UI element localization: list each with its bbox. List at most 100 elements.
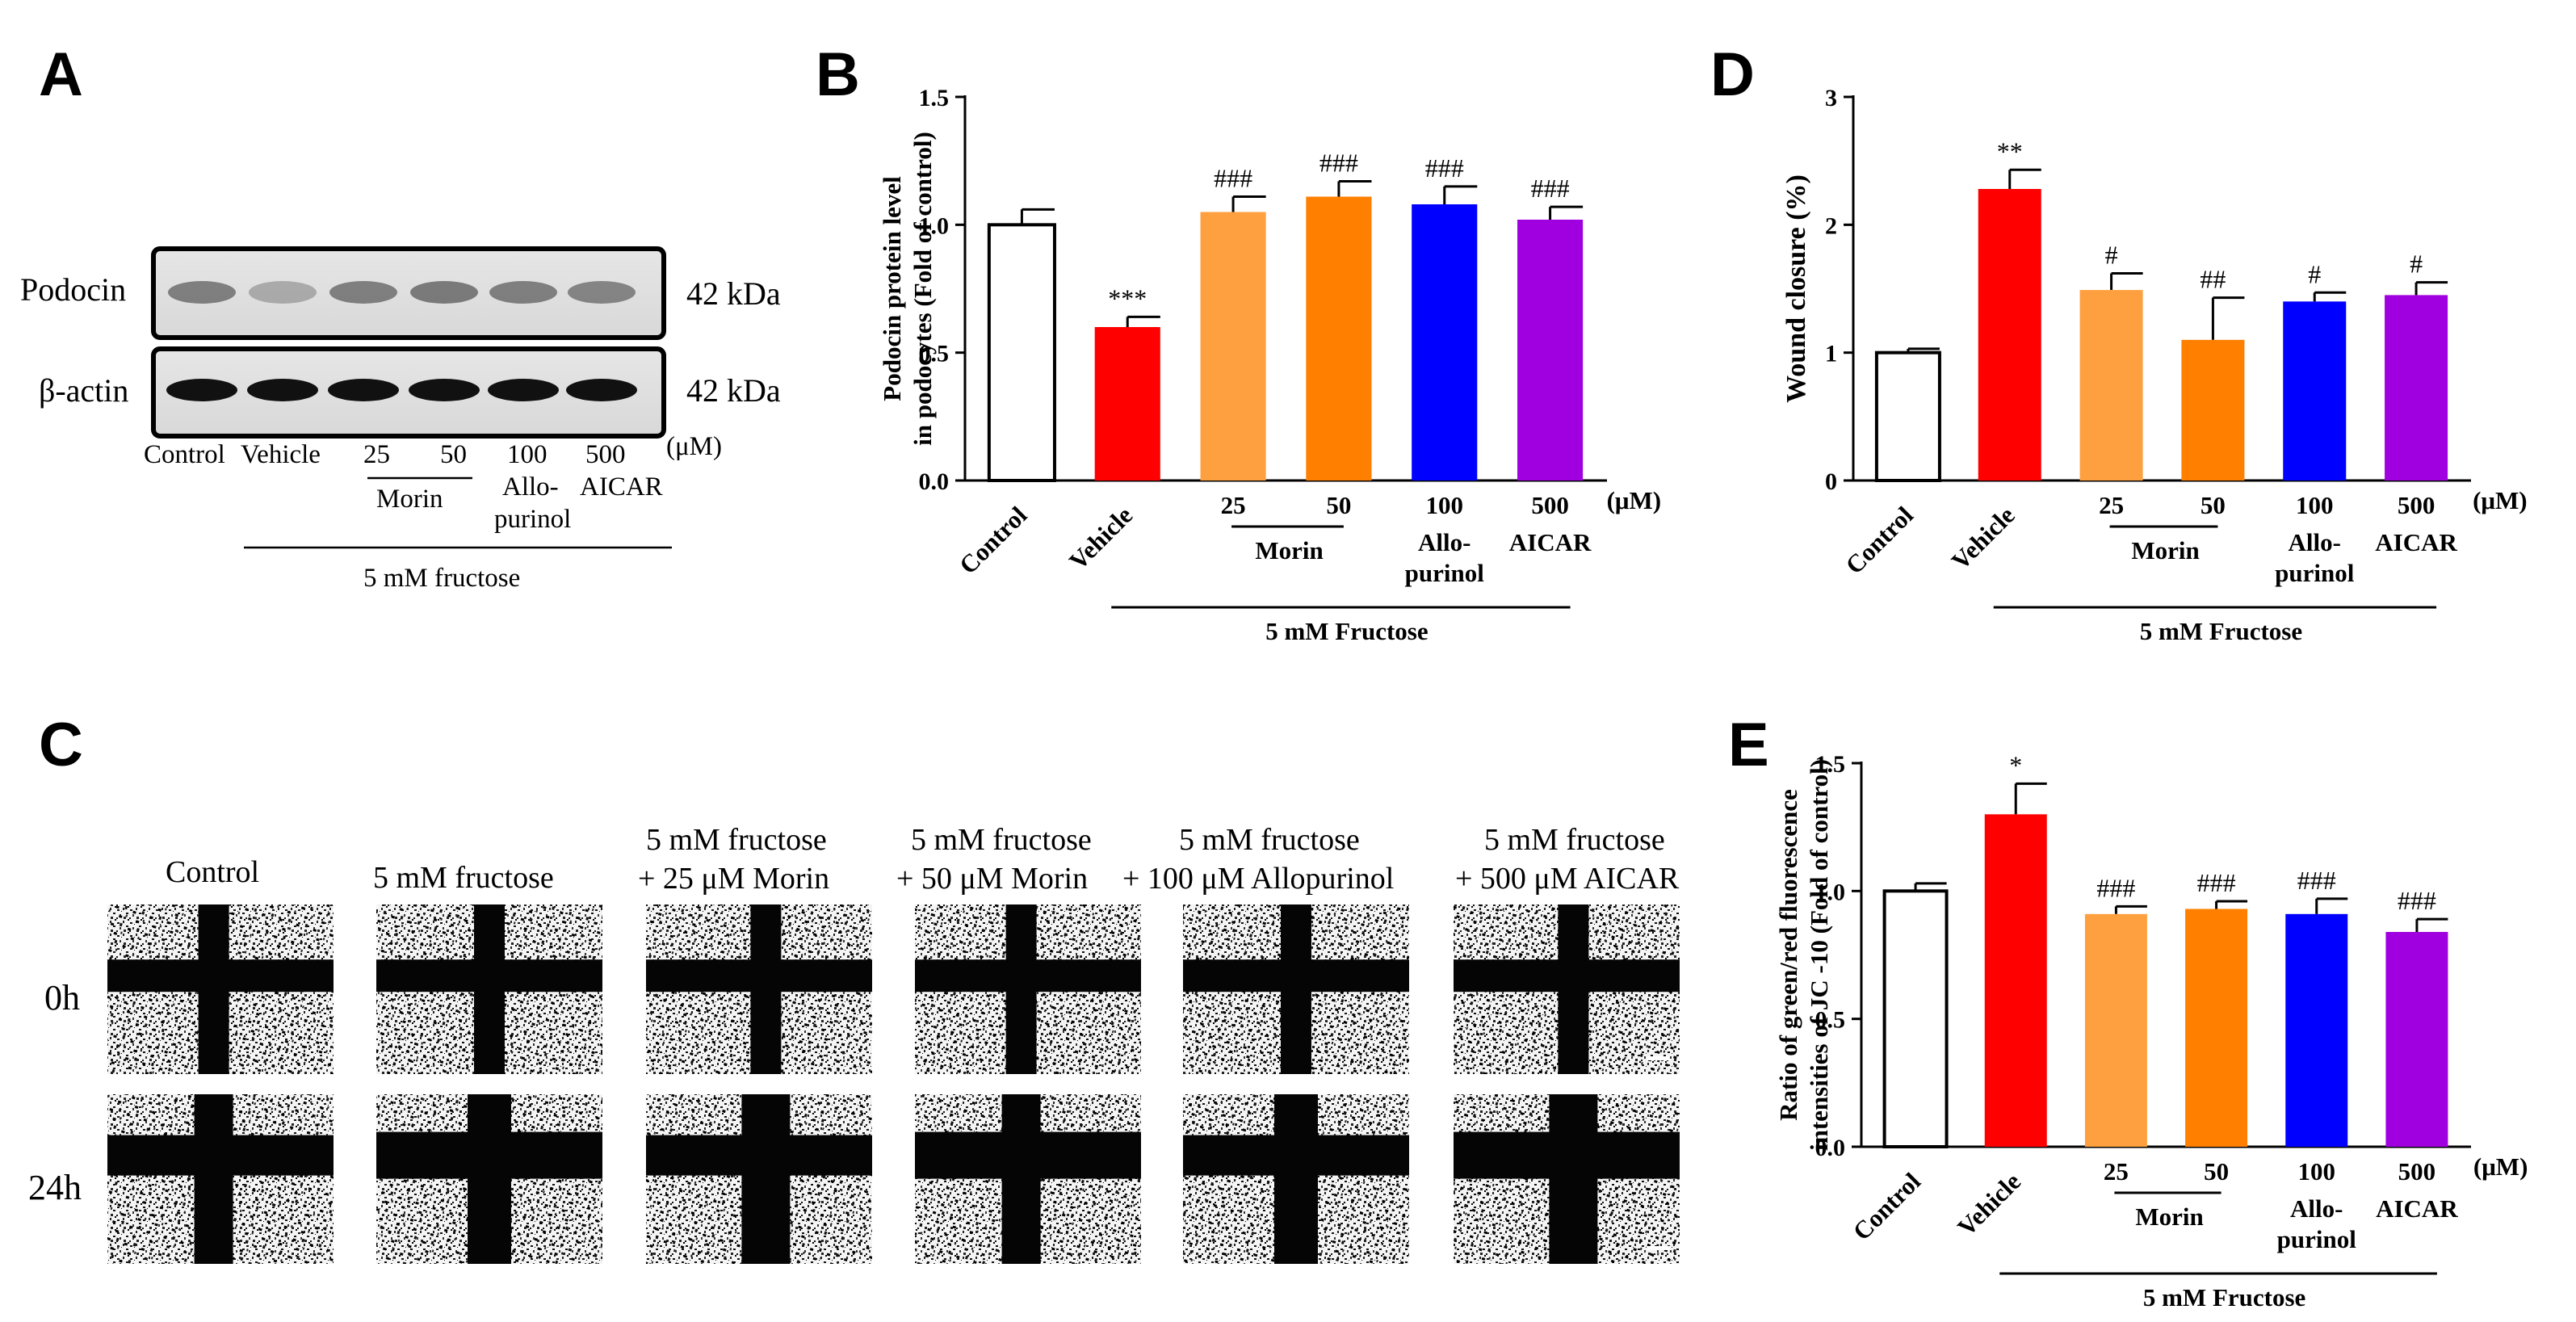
y-tick-label: 0.5: [919, 341, 950, 367]
blot-row-label-actin: β-actin: [39, 372, 129, 409]
allo-group-label-2: purinol: [2275, 559, 2355, 587]
allo-group-label-2: purinol: [1405, 559, 1485, 587]
x-category-label: Control: [954, 501, 1033, 580]
x-category-label: 50: [2201, 491, 2226, 519]
y-tick-label: 1.5: [919, 85, 950, 111]
blot-lane-label: 50: [440, 440, 467, 469]
aicar-group-label: AICAR: [1509, 528, 1592, 556]
significance-label: ###: [1214, 164, 1252, 193]
scratch-horizontal: [915, 959, 1141, 993]
x-category-label: 100: [1426, 491, 1464, 519]
significance-label: ###: [2297, 866, 2336, 895]
morin-group-label: Morin: [1255, 536, 1323, 564]
bar: [2181, 339, 2245, 481]
blot-aicar-label: AICAR: [580, 472, 663, 502]
x-category-label: Control: [1848, 1167, 1927, 1246]
x-unit-label: (μM): [2473, 1152, 2528, 1181]
bar: [2185, 909, 2248, 1147]
y-axis-label-line2: intensities of JC -10 (Fold of control): [1805, 759, 1833, 1151]
bar: [987, 223, 1056, 482]
x-category-label: 100: [2296, 491, 2334, 519]
fructose-group-label: 5 mM Fructose: [1265, 617, 1428, 645]
x-category-label: 25: [2099, 491, 2124, 519]
morin-group-label: Morin: [2135, 1202, 2203, 1231]
y-axis-label-line1: Ratio of green/red fluorescence: [1774, 789, 1802, 1121]
bar: [2079, 290, 2143, 481]
scale-bar: [1647, 1246, 1670, 1250]
y-tick-label: 1.5: [1815, 751, 1846, 778]
y-tick-label: 1.0: [919, 212, 950, 239]
morin-group-label: Morin: [2131, 536, 2199, 564]
y-tick-label: 0.5: [1815, 1007, 1846, 1034]
wound-image: [376, 1094, 602, 1264]
y-tick-label: 0.0: [919, 468, 950, 495]
x-unit-label: (μM): [2473, 486, 2527, 514]
significance-label: ###: [2096, 873, 2135, 902]
aicar-group-label: AICAR: [2376, 1194, 2458, 1223]
wound-condition-morin50-line1: 5 mM fructose: [911, 823, 1092, 857]
podocin-band: [489, 281, 557, 304]
panel-b-label: B: [816, 40, 860, 109]
scratch-vertical: [1274, 1094, 1318, 1264]
scratch-vertical: [1001, 1094, 1041, 1264]
wound-condition-control: Control: [166, 855, 260, 889]
scratch-horizontal: [646, 959, 872, 993]
blot-lane-label: 100: [507, 440, 548, 469]
x-category-label: 500: [2398, 491, 2435, 519]
significance-label: ##: [2200, 265, 2226, 294]
blot-lane-label: 25: [363, 440, 390, 469]
scratch-vertical: [741, 1094, 791, 1264]
scratch-horizontal: [376, 959, 602, 993]
wound-image: [646, 1094, 872, 1264]
wound-image: [376, 904, 602, 1074]
significance-label: ###: [2398, 886, 2436, 915]
bar: [1200, 212, 1266, 481]
x-category-label: 25: [2104, 1157, 2129, 1186]
blot-morin-label: Morin: [376, 485, 443, 514]
bar: [1306, 196, 1372, 481]
actin-band: [409, 379, 480, 401]
podocin-band: [410, 281, 478, 304]
podocin-band: [568, 281, 636, 304]
allo-group-label-1: Allo-: [2290, 1194, 2343, 1223]
podocin-band: [329, 281, 397, 304]
blot-lane-label: Control: [144, 440, 225, 469]
blot-unit-label: (μM): [666, 432, 723, 461]
x-category-label: 50: [2204, 1157, 2229, 1186]
wound-condition-aicar-line2: + 500 μM AICAR: [1455, 862, 1680, 896]
actin-band: [328, 379, 399, 401]
wound-condition-fructose: 5 mM fructose: [373, 861, 554, 895]
wound-image: [915, 1094, 1141, 1264]
bar: [1517, 220, 1584, 481]
podocin-blot-frame: [151, 246, 666, 340]
y-tick-label: 0: [1825, 468, 1837, 495]
wound-condition-morin25-line1: 5 mM fructose: [646, 823, 827, 857]
y-tick-label: 1.0: [1815, 879, 1846, 905]
bar: [1978, 189, 2041, 481]
x-category-label: Vehicle: [1064, 501, 1138, 575]
scratch-horizontal: [915, 1131, 1141, 1179]
wound-image: [1454, 904, 1680, 1074]
bar: [1984, 814, 2047, 1147]
panel-a-label: A: [39, 40, 83, 109]
chart-e-jc10-ratio: 0.0 0.5 1.0 1.5 Ratio of green/red fluoresce…: [1774, 750, 2528, 1312]
timepoint-label-24h: 24h: [28, 1168, 82, 1207]
significance-label: #: [2410, 250, 2423, 279]
significance-label: ###: [1319, 149, 1358, 178]
significance-label: *: [2009, 750, 2022, 779]
wound-image: [107, 904, 334, 1074]
wound-image: [107, 1094, 334, 1264]
scratch-vertical: [1549, 1094, 1598, 1264]
scratch-horizontal: [107, 959, 334, 993]
chart-b-podocin: 0.0 0.5 1.0 1.5 Podocin protein level in podo…: [878, 85, 1661, 645]
x-category-label: Vehicle: [1952, 1167, 2026, 1241]
blot-allo-label-1: Allo-: [502, 472, 559, 502]
bar: [2283, 301, 2347, 481]
blot-allo-label-2: purinol: [494, 505, 572, 534]
wound-condition-morin50-line2: + 50 μM Morin: [896, 862, 1089, 896]
scratch-horizontal: [1454, 1131, 1680, 1179]
actin-band: [566, 379, 637, 401]
scratch-vertical: [194, 1094, 233, 1264]
wound-condition-allo-line2: + 100 μM Allopurinol: [1122, 862, 1395, 896]
x-category-label: 500: [1531, 491, 1569, 519]
